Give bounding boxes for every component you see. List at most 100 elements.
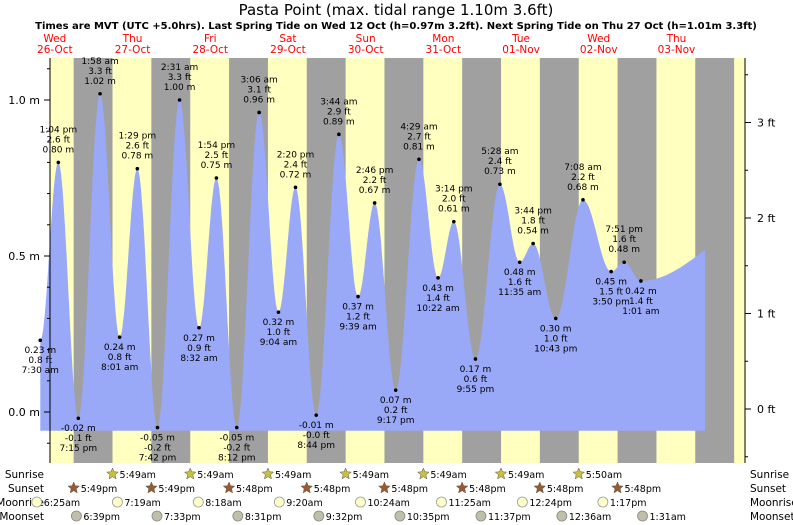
tide-label: 2.7 ft: [407, 132, 431, 142]
day-name: Sun: [356, 33, 376, 45]
tide-label: 0.48 m: [504, 268, 536, 278]
tide-label: 0.61 m: [438, 205, 470, 215]
moonset-icon: [475, 510, 487, 522]
tide-label: -0.02 m: [61, 424, 96, 434]
sunrise-time: 5:49am: [508, 470, 544, 481]
tide-label: 3.3 ft: [88, 67, 112, 77]
day-date: 29-Oct: [270, 44, 306, 56]
moonset-time: 12:36am: [569, 512, 611, 523]
tide-label: 0.2 ft: [384, 406, 408, 416]
tide-label: -0.2 ft: [144, 444, 171, 454]
moonset-time: 8:31pm: [245, 512, 282, 523]
tide-label: 1.8 ft: [521, 217, 545, 227]
tide-point: [452, 219, 456, 224]
tide-label: 1:54 pm: [198, 141, 236, 151]
tide-point: [622, 260, 626, 265]
tide-point: [436, 276, 440, 280]
moonset-icon: [637, 510, 648, 522]
tide-label: 8:01 am: [101, 363, 138, 373]
moonrise-time: 1:17pm: [610, 498, 647, 509]
tide-label: 2.4 ft: [284, 160, 308, 170]
day-date: 02-Nov: [580, 44, 618, 56]
moonrise-icon: [516, 496, 528, 508]
tide-label: 7:51 pm: [605, 225, 643, 235]
tide-point: [257, 110, 261, 115]
tide-point: [372, 201, 377, 205]
tide-point: [76, 416, 81, 421]
sunrise-time: 5:49am: [275, 470, 311, 481]
sunset-icon: [222, 481, 236, 494]
tide-label: 11:35 am: [498, 288, 541, 298]
tide-label: 3:14 pm: [435, 185, 473, 195]
day-name: Wed: [43, 33, 66, 45]
row-label-right: Moonrise: [750, 497, 793, 509]
moonrise-time: 12:24pm: [529, 498, 572, 509]
tide-point: [417, 157, 421, 162]
day-name: Thu: [666, 33, 687, 45]
tide-label: 0.42 m: [625, 287, 657, 297]
tide-point: [234, 425, 239, 430]
tide-label: 0.32 m: [263, 318, 295, 328]
tide-point: [214, 176, 219, 180]
tide-point: [276, 310, 281, 314]
tide-label: 3:06 am: [240, 75, 277, 85]
moonset-icon: [151, 510, 163, 522]
moonset-time: 10:35pm: [407, 512, 450, 523]
chart-title: Pasta Point (max. tidal range 1.10m 3.6f…: [239, 1, 554, 19]
moonrise-icon: [273, 496, 285, 508]
moonrise-time: 8:18am: [205, 498, 241, 509]
tide-label: 1.2 ft: [346, 313, 370, 323]
tide-label: 1:29 pm: [119, 132, 157, 142]
tide-label: 0.75 m: [201, 161, 233, 171]
tide-label: 0.48 m: [608, 245, 640, 255]
tide-label: 2:20 pm: [277, 150, 315, 160]
sunset-time: 5:48pm: [625, 484, 662, 495]
tide-point: [177, 98, 182, 102]
moonrise-icon: [192, 496, 204, 508]
row-label-right: Moonset: [750, 511, 793, 523]
tide-point: [473, 357, 478, 361]
tide-label: 1.0 ft: [544, 334, 568, 344]
tide-label: 1.02 m: [84, 77, 116, 87]
tide-point: [38, 338, 43, 343]
tide-label: 0.73 m: [484, 167, 516, 177]
tide-label: 2:31 am: [161, 63, 198, 73]
tide-label: 0.67 m: [359, 186, 391, 196]
moonrise-icon: [111, 496, 123, 508]
day-date: 31-Oct: [426, 44, 462, 56]
tide-label: 0.8 ft: [28, 356, 52, 366]
sunrise-icon: [339, 467, 352, 480]
moonrise-time: 7:19am: [124, 498, 160, 509]
tide-label: 0.72 m: [280, 170, 312, 180]
tide-point: [498, 182, 502, 187]
moonset-icon: [70, 510, 82, 522]
tide-label: 1.00 m: [164, 83, 196, 93]
tide-label: 5:28 am: [481, 147, 518, 157]
tide-label: 1:04 pm: [40, 125, 78, 135]
tide-label: 3:44 pm: [514, 207, 552, 217]
tide-label: 0.6 ft: [464, 375, 488, 385]
day-name: Fri: [204, 33, 217, 45]
tide-label: -0.01 m: [299, 421, 334, 431]
chart-subtitle: Times are MVT (UTC +5.0hrs). Last Spring…: [35, 21, 757, 32]
sunrise-time: 5:49am: [120, 470, 156, 481]
tide-point: [155, 425, 160, 430]
tide-label: 0.24 m: [104, 343, 136, 353]
sunset-icon: [533, 481, 547, 494]
row-label-right: Sunrise: [750, 469, 789, 481]
sunset-icon: [611, 481, 624, 494]
sunrise-icon: [261, 467, 275, 480]
moonrise-icon: [31, 496, 43, 508]
tide-label: -0.1 ft: [65, 434, 92, 444]
tide-label: -0.05 m: [219, 434, 254, 444]
tide-label: -0.2 ft: [223, 444, 250, 454]
sunrise-icon: [494, 467, 508, 480]
right-tick-label: 2 ft: [757, 212, 776, 225]
tide-label: 3:50 pm: [592, 298, 630, 308]
tide-label: 0.9 ft: [187, 344, 211, 354]
sunset-time: 5:48pm: [314, 484, 351, 495]
sunrise-time: 5:50am: [586, 470, 622, 481]
tide-label: 0.81 m: [403, 142, 435, 152]
moonset-icon: [313, 510, 325, 522]
